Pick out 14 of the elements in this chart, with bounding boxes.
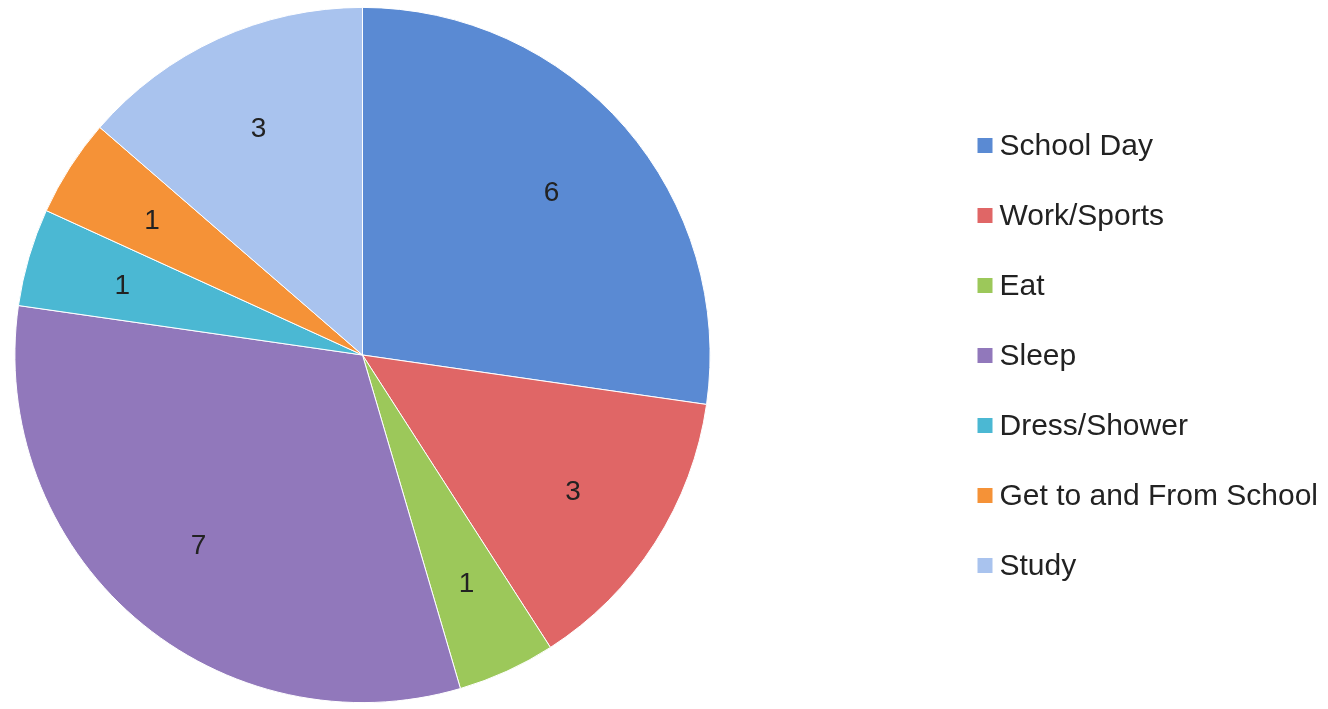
legend-label: Get to and From School xyxy=(999,477,1318,512)
data-label: 1 xyxy=(144,204,160,236)
data-label: 6 xyxy=(543,175,560,207)
data-label: 3 xyxy=(565,474,581,506)
data-label: 7 xyxy=(190,528,207,560)
legend-label: Work/Sports xyxy=(999,197,1164,232)
legend-label: Dress/Shower xyxy=(999,407,1188,442)
legend-label: School Day xyxy=(999,127,1153,162)
data-label: 1 xyxy=(458,567,475,599)
legend-label: Eat xyxy=(999,267,1045,302)
data-label: 1 xyxy=(114,268,131,300)
data-label: 3 xyxy=(250,111,267,143)
legend-label: Study xyxy=(999,547,1077,582)
legend-label: Sleep xyxy=(999,337,1077,372)
